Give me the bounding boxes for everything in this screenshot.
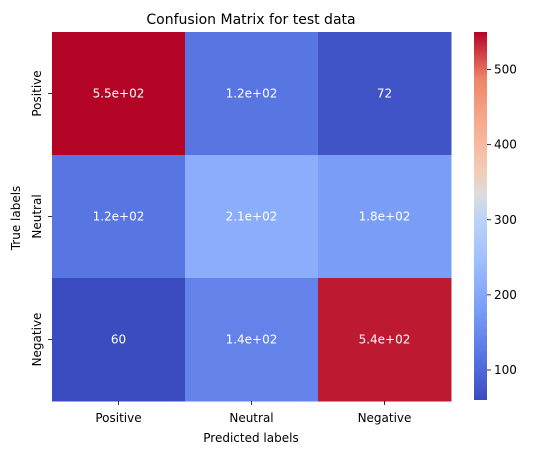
heatmap-cell-0-2 [318,32,452,156]
y-tick-label: Negative [30,313,44,367]
y-axis-label: True labels [9,186,23,252]
y-tick-label: Neutral [30,194,44,238]
heatmap-cell-1-2 [318,155,452,279]
heatmap-cell-2-0 [52,278,186,402]
x-tick-label: Neutral [229,411,273,425]
heatmap-cell-1-0 [52,155,186,279]
colorbar-tick-label: 500 [494,63,517,77]
x-tick-label: Negative [358,411,412,425]
heatmap-cell-0-1 [185,32,319,156]
heatmap-cell-0-0 [52,32,186,156]
heatmap-cell-1-1 [185,155,319,279]
cell-annotation-2-1: 1.4e+02 [226,333,278,347]
colorbar-tick-label: 200 [494,288,517,302]
heatmap-cells [52,32,452,402]
cell-annotation-2-0: 60 [111,333,126,347]
cell-annotation-1-2: 1.8e+02 [359,210,411,224]
cell-annotation-0-1: 1.2e+02 [226,87,278,101]
cell-annotation-0-0: 5.5e+02 [93,87,145,101]
colorbar-tick-label: 400 [494,138,517,152]
cell-annotation-2-2: 5.4e+02 [359,333,411,347]
y-tick-label: Positive [30,70,44,116]
heatmap-cell-2-1 [185,278,319,402]
x-axis-label: Predicted labels [203,431,298,445]
y-axis: Positive Neutral Negative [30,70,52,366]
cell-annotation-0-2: 72 [377,87,392,101]
colorbar-ticks: 100 200 300 400 500 [487,63,517,377]
colorbar-tick-label: 300 [494,213,517,227]
colorbar-tick-label: 100 [494,363,517,377]
x-tick-label: Positive [95,411,141,425]
cell-annotation-1-1: 2.1e+02 [226,210,278,224]
chart-title: Confusion Matrix for test data [146,12,355,28]
heatmap-cell-2-2 [318,278,452,402]
heatmap-annotations: 5.5e+02 1.2e+02 72 1.2e+02 2.1e+02 1.8e+02 60 1… [93,87,411,347]
cell-annotation-1-0: 1.2e+02 [93,210,145,224]
x-axis: Positive Neutral Negative [95,401,411,425]
colorbar [474,32,487,400]
